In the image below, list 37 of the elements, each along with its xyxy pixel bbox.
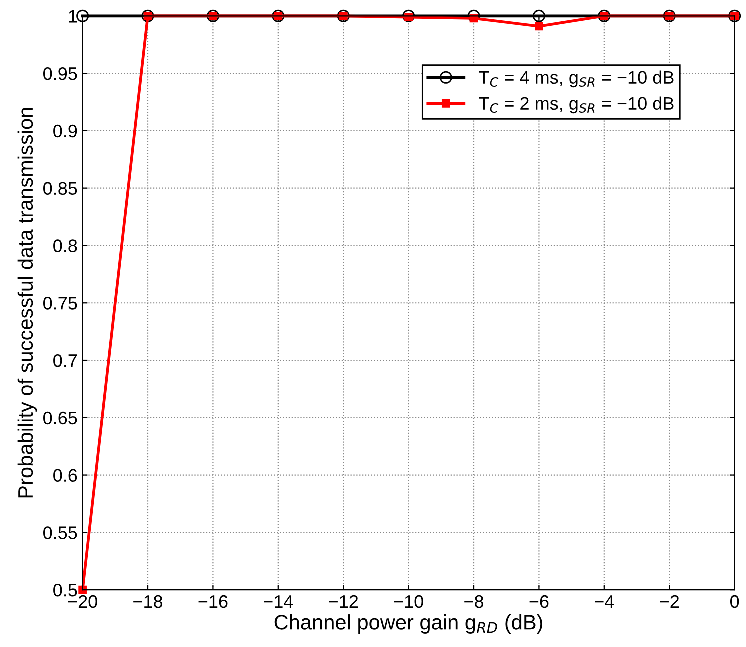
x-tick-label: −6 (530, 595, 549, 608)
x-tick-label: −16 (198, 595, 228, 608)
legend-label: T$_{C}$ = 4 ms, g$_{SR}$ = −10 dB (479, 70, 674, 88)
point (728, 10, 742, 22)
x-tick-label: −10 (394, 595, 424, 608)
x-tick-label: −18 (134, 595, 163, 608)
x-tick-label: 0 (730, 595, 740, 608)
y-tick-label: 0.75 (44, 297, 78, 310)
point (532, 10, 546, 22)
point (206, 10, 220, 22)
point (402, 10, 416, 22)
point (272, 10, 285, 22)
point (598, 10, 611, 22)
y-tick-label: 0.6 (54, 469, 78, 482)
x-tick-label: −12 (329, 595, 358, 608)
y-axis-title: Probability of successful data transmission (18, 108, 38, 498)
legend-label: T$_{C}$ = 2 ms, g$_{SR}$ = −10 dB (479, 96, 674, 114)
y-tick-label: 0.7 (54, 354, 78, 368)
y-tick-label: 0.65 (44, 412, 78, 425)
y-tick-label: 0.5 (54, 584, 78, 597)
point (337, 10, 350, 22)
y-tick-label: 0.8 (54, 240, 78, 252)
point (663, 10, 676, 22)
x-tick-label: −14 (264, 596, 294, 608)
x-tick-label: −2 (660, 595, 679, 608)
point (535, 22, 544, 31)
x-axis-title: Channel power gain g$_{RD}$ (dB) (274, 614, 542, 634)
y-tick-label: 0.85 (44, 182, 78, 196)
x-tick-label: −8 (464, 595, 484, 608)
x-tick-label: −4 (595, 596, 614, 608)
point (76, 10, 90, 22)
y-tick-label: 0.55 (44, 526, 78, 540)
y-tick-label: 0.95 (44, 68, 78, 80)
y-tick-label: 1 (69, 10, 78, 23)
x-tick-label: −20 (68, 595, 98, 608)
point (142, 10, 154, 22)
y-tick-label: 0.9 (54, 124, 78, 138)
